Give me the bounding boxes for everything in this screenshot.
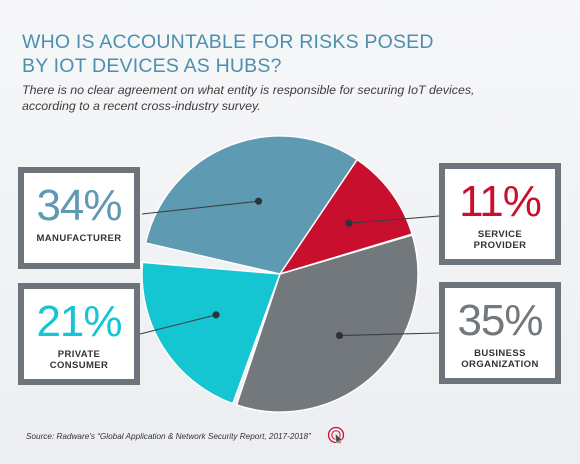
slice-label-line-2: PROVIDER	[473, 240, 527, 251]
slice-pct-label: 35%	[457, 296, 543, 345]
slice-pct-label: 34%	[36, 181, 122, 230]
callout-manufacturer: 34% MANUFACTURER	[18, 167, 140, 269]
leader-line-business-organization	[339, 332, 440, 337]
pie-slices	[141, 135, 419, 413]
leader-dot-manufacturer	[254, 197, 263, 205]
slice-service-provider	[279, 158, 413, 275]
leader-line-service-provider	[348, 215, 440, 224]
slice-label-line-2: ORGANIZATION	[461, 359, 539, 370]
title-line-1: WHO IS ACCOUNTABLE FOR RISKS POSED	[22, 31, 434, 53]
callout-business-organization: 35% BUSINESS ORGANIZATION	[439, 282, 561, 384]
subtitle-line-2: according to a recent cross-industry sur…	[22, 99, 261, 113]
slice-label: SERVICE	[477, 229, 523, 240]
leader-dot-business-organization	[335, 331, 344, 340]
leader-dot-private-consumer	[212, 311, 220, 319]
page-title: WHO IS ACCOUNTABLE FOR RISKS POSED BY IO…	[22, 30, 552, 78]
leader-line-private-consumer	[139, 314, 217, 335]
slice-manufacturer	[144, 135, 377, 275]
callout-service-provider: 11% SERVICE PROVIDER	[439, 163, 561, 265]
slice-label-line-2: CONSUMER	[49, 360, 109, 371]
slice-business-organization	[235, 234, 419, 413]
slice-private-consumer	[141, 261, 281, 405]
subtitle-line-1: There is no clear agreement on what enti…	[22, 83, 475, 97]
title-line-2: BY IOT DEVICES AS HUBS?	[22, 55, 282, 77]
leader-line-manufacturer	[141, 200, 259, 215]
slice-label: BUSINESS	[474, 348, 526, 359]
callout-private-consumer: 21% PRIVATE CONSUMER	[18, 283, 140, 385]
cursor-click-icon	[327, 426, 345, 444]
leader-dot-service-provider	[345, 219, 353, 227]
slice-pct-label: 21%	[36, 297, 122, 346]
source-note: Source: Radware's “Global Application & …	[26, 432, 311, 441]
leader-lines	[139, 197, 440, 340]
page-subtitle: There is no clear agreement on what enti…	[22, 82, 562, 114]
slice-pct-label: 11%	[459, 177, 542, 226]
slice-label: MANUFACTURER	[36, 233, 122, 244]
slice-label: PRIVATE	[57, 349, 101, 360]
